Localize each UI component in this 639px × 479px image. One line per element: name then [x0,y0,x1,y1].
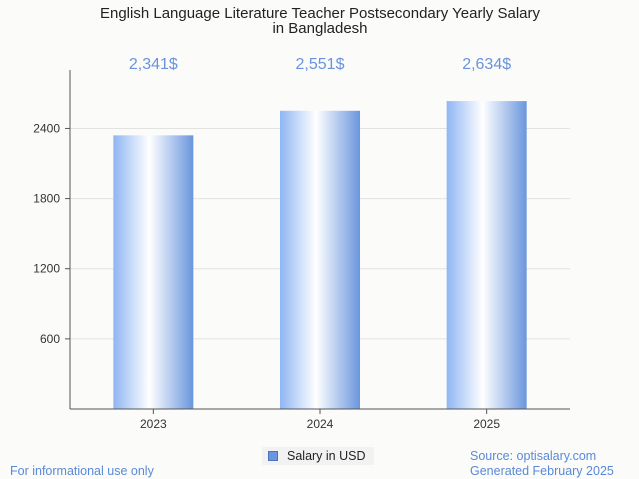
x-tick-label: 2025 [473,417,500,431]
value-label-2023: 2,341$ [129,56,178,73]
legend-label-salary: Salary in USD [287,449,366,463]
source-text: Source: optisalary.com [470,449,597,463]
bar-2024 [280,110,360,409]
chart-title-line-2: in Bangladesh [272,20,367,37]
bar-2023 [113,135,194,410]
y-tick-label: 2400 [33,121,60,135]
generated-date-text: Generated February 2025 [470,464,614,478]
chart-legend: Salary in USD [262,447,374,465]
disclaimer-text: For informational use only [10,464,154,478]
value-label-2024: 2,551$ [296,56,345,73]
x-tick-label: 2024 [307,417,334,431]
y-tick-label: 1200 [33,262,60,276]
legend-swatch-salary [268,451,278,461]
bar-2025 [446,101,527,409]
x-tick-label: 2023 [140,417,167,431]
y-tick-label: 600 [40,332,60,346]
value-label-2025: 2,634$ [462,56,511,73]
y-tick-label: 1800 [33,192,60,206]
chart-title-line-1: English Language Literature Teacher Post… [100,5,541,22]
